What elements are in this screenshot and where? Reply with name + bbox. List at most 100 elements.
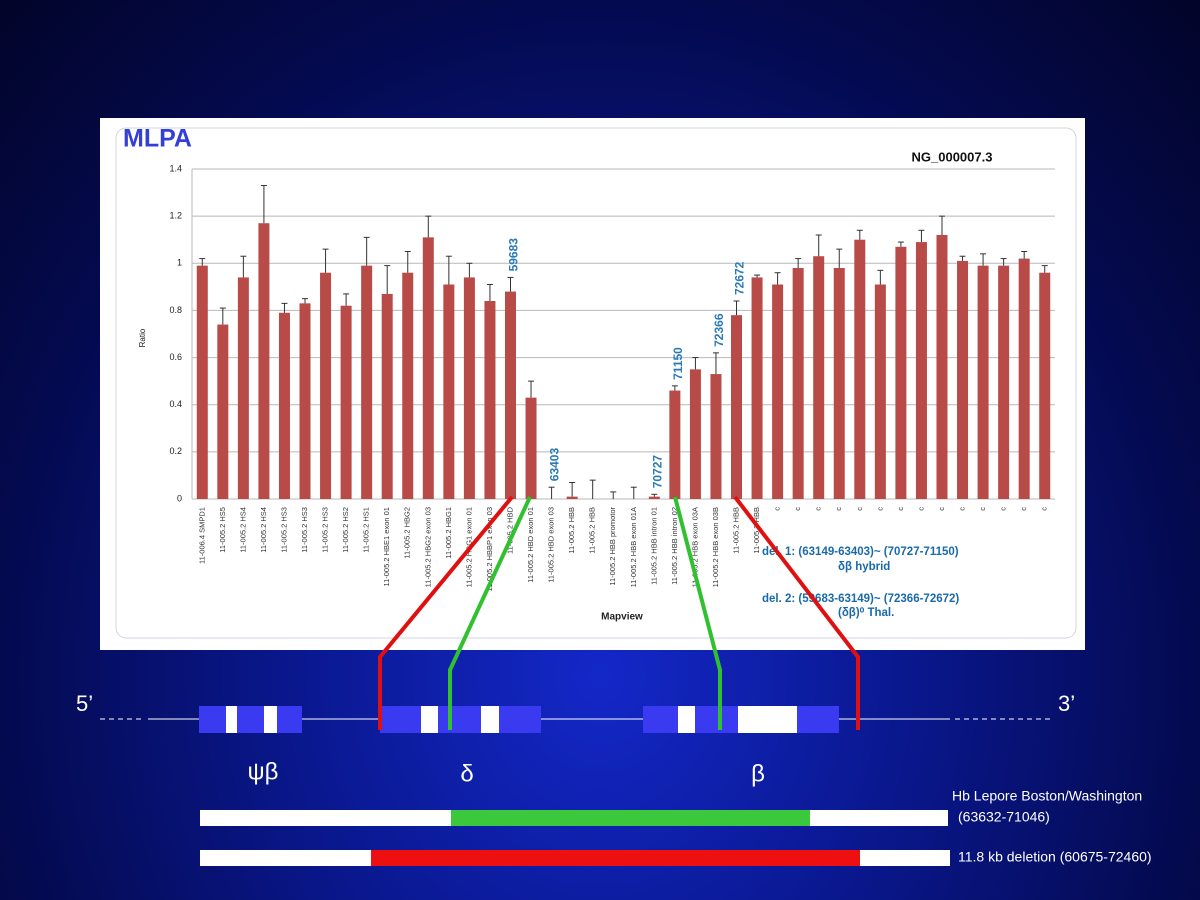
bar: [731, 315, 743, 499]
x-tick-label: c: [855, 507, 864, 511]
x-tick-label: 11-005.2 HBE1 exon 01: [382, 507, 391, 587]
x-tick-label: 11-005.2 HS3: [321, 507, 330, 553]
x-tick-label: c: [937, 507, 946, 511]
lepore-name: Hb Lepore Boston/Washington: [952, 788, 1142, 804]
bar: [792, 268, 804, 499]
x-tick-label: 11-005.2 HBB: [752, 507, 761, 554]
x-tick-label: c: [916, 507, 925, 511]
x-tick-label: c: [999, 507, 1008, 511]
x-tick-label: 11-005.2 HBD exon 03: [547, 507, 556, 583]
bar: [813, 256, 825, 499]
y-tick-label: 1.4: [169, 163, 182, 173]
x-tick-label: 11-005.2 HBB: [588, 507, 597, 554]
lepore-range: (63632-71046): [958, 809, 1050, 825]
gene-label: β: [751, 760, 765, 787]
bar: [504, 291, 516, 499]
x-tick-label: c: [978, 507, 987, 511]
x-tick-label: 11-005.2 HBB promotor: [608, 507, 617, 586]
x-tick-label: 11-005.2 HBB exon 01A: [629, 507, 638, 587]
bar: [402, 272, 414, 499]
annotation: 72366: [712, 313, 726, 347]
bar: [443, 284, 455, 499]
x-tick-label: c: [875, 507, 884, 511]
y-tick-label: 1: [177, 258, 182, 268]
bar: [525, 397, 537, 499]
x-tick-label: c: [1019, 507, 1028, 511]
bar: [463, 277, 475, 499]
y-tick-label: 0.6: [169, 352, 182, 362]
five-prime: 5’: [76, 691, 93, 716]
x-tick-label: 11-005.2 HBD: [505, 506, 514, 554]
x-tick-label: 11-005.2 HS3: [279, 507, 288, 553]
bar: [1039, 272, 1051, 499]
bar: [833, 268, 845, 499]
bar: [751, 277, 763, 499]
note: (δβ)⁰ Thal.: [838, 606, 894, 619]
x-tick-label: c: [1040, 507, 1049, 511]
y-tick-label: 0.8: [169, 305, 182, 315]
x-tick-label: 11-005.2 HBG2 exon 03: [423, 507, 432, 587]
annotation: 70727: [650, 455, 664, 489]
bar: [689, 369, 701, 499]
x-tick-label: 11-005.2 HS1: [362, 507, 371, 553]
bar: [710, 374, 722, 499]
bar: [854, 239, 866, 499]
y-tick-label: 0: [177, 493, 182, 503]
x-tick-label: 11-005.2 HS5: [218, 507, 227, 553]
x-tick-label: 11-005.2 HS4: [238, 507, 247, 553]
gene-boxes: [199, 706, 839, 733]
bar: [258, 223, 270, 499]
bar: [278, 312, 290, 499]
bar: [196, 265, 208, 499]
bar: [320, 272, 332, 499]
bar: [772, 284, 784, 499]
bar: [484, 301, 496, 499]
deletion-segment: [371, 850, 860, 866]
x-tick-label: c: [793, 507, 802, 511]
bar: [977, 265, 989, 499]
x-tick-label: 11-005.2 HBG2: [403, 507, 412, 559]
bar: [566, 496, 578, 499]
x-tick-label: 11-005.2 HBB intron 02: [670, 507, 679, 585]
bar: [217, 324, 229, 499]
x-tick-label: 11-005.2 HBB exon 03B: [711, 507, 720, 587]
panel-border: [115, 127, 1077, 639]
bar: [669, 390, 681, 499]
bar: [381, 293, 393, 499]
note: del. 2: (59683-63149)~ (72366-72672): [762, 593, 959, 605]
bar: [648, 496, 660, 499]
y-tick-label: 0.4: [169, 399, 182, 409]
x-axis-label: Mapview: [601, 612, 643, 623]
annotation: 63403: [548, 448, 562, 482]
x-tick-label: 11-005.2 HS2: [341, 507, 350, 553]
deletion-label: 11.8 kb deletion (60675-72460): [958, 849, 1152, 865]
x-tick-label: 11-005.2 HBBP1 exon 03: [485, 507, 494, 592]
bar: [1018, 258, 1030, 499]
x-tick-label: 11-005.2 HBG1: [444, 507, 453, 559]
annotation: 59683: [507, 238, 521, 272]
bar: [915, 242, 927, 500]
connectors: [378, 495, 860, 730]
x-tick-label: 11-005.2 HBD exon 01: [526, 507, 535, 583]
x-tick-label: c: [896, 507, 905, 511]
gene-label: δ: [460, 760, 473, 787]
bar: [237, 277, 249, 499]
bar: [422, 237, 434, 499]
bar: [895, 246, 907, 499]
y-tick-label: 1.2: [169, 211, 182, 221]
bar: [957, 260, 969, 499]
chart-title: MLPA: [123, 125, 192, 153]
x-tick-label: 11-005.2 HBB: [567, 507, 576, 554]
three-prime: 3’: [1058, 691, 1075, 716]
annotation: 71150: [671, 347, 685, 380]
x-tick-label: 11-005.2 HS3: [300, 507, 309, 553]
lepore-segment: [451, 810, 810, 826]
plot: 0 0.2 0.4 0.6 0.8 1 1.2 1.4 11-006.4 SMPD1 11-005…: [169, 163, 1055, 592]
x-tick-label: c: [958, 507, 967, 511]
bar: [936, 235, 948, 499]
note: δβ hybrid: [838, 561, 890, 573]
note: del. 1: (63149-63403)~ (70727-71150): [762, 546, 959, 558]
gene-label: ψβ: [248, 758, 279, 785]
bar: [340, 305, 352, 499]
